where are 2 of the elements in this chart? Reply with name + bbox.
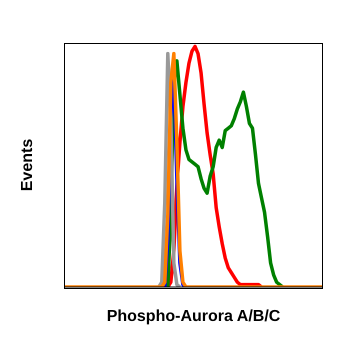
x-axis-title: Phospho-Aurora A/B/C	[106, 308, 282, 326]
y-axis-title: Events	[18, 138, 37, 194]
